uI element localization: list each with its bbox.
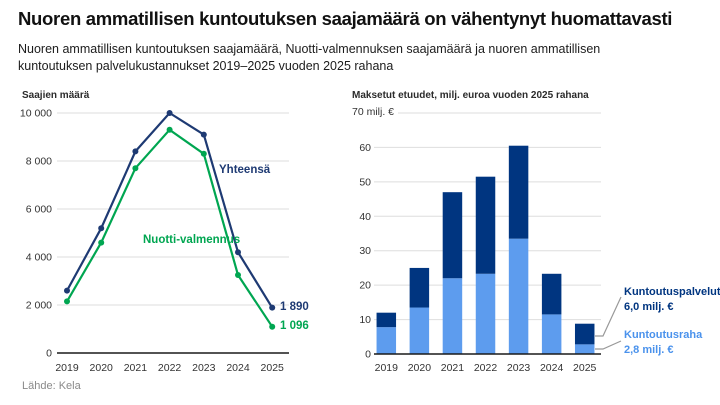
svg-text:2 000: 2 000 (26, 300, 52, 312)
svg-text:2021: 2021 (441, 362, 465, 374)
bar-segment-kuntoutuspalvelut (541, 273, 562, 315)
bar-segment-kuntoutusraha (541, 314, 562, 354)
bar-segment-kuntoutuspalvelut (442, 192, 463, 279)
svg-text:6 000: 6 000 (26, 204, 52, 216)
svg-text:0: 0 (46, 348, 52, 360)
bar-segment-kuntoutuspalvelut (574, 323, 595, 345)
svg-text:2025: 2025 (573, 362, 597, 374)
annotation-kuntoutuspalvelut-value: 6,0 milj. € (624, 301, 674, 313)
bar-segment-kuntoutuspalvelut (409, 267, 430, 308)
line-series-yhteens- (64, 110, 276, 311)
svg-text:2023: 2023 (192, 362, 216, 374)
svg-text:50: 50 (359, 176, 371, 188)
series-label-yhteensa: Yhteensä (219, 164, 271, 176)
data-point (269, 323, 276, 330)
leader-line-kuntoutuspalvelut (595, 296, 622, 337)
svg-text:2023: 2023 (507, 362, 531, 374)
svg-text:60: 60 (359, 142, 371, 154)
data-point (98, 239, 105, 246)
line-chart: 0 2 000 4 000 6 000 8 000 10 000 2019 2020 2021 2… (20, 108, 289, 374)
value-label-yhteensa-2025: 1 890 (280, 301, 309, 313)
left-chart-axis-title: Saajien määrä (22, 90, 90, 101)
bar-segment-kuntoutusraha (574, 344, 595, 354)
data-point (166, 110, 173, 116)
annotation-kuntoutusraha: Kuntoutusraha 2,8 milj. € (624, 328, 702, 358)
right-chart-ymax-label: 70 milj. € (352, 106, 395, 118)
svg-text:10: 10 (359, 314, 371, 326)
stacked-bars (376, 145, 595, 354)
right-chart-axis-title: Maksetut etuudet, milj. euroa vuoden 202… (352, 90, 589, 101)
value-label-nuotti-2025: 1 096 (280, 320, 309, 332)
data-point (269, 304, 276, 311)
bar-segment-kuntoutusraha (376, 327, 397, 354)
svg-text:0: 0 (365, 349, 371, 361)
bar-segment-kuntoutuspalvelut (376, 312, 397, 328)
data-point (64, 287, 70, 294)
line-series-nuotti-valmennus (64, 126, 276, 330)
annotation-kuntoutusraha-value: 2,8 milj. € (624, 344, 674, 356)
svg-text:2019: 2019 (55, 362, 79, 374)
data-point (200, 150, 207, 157)
svg-text:2022: 2022 (474, 362, 498, 374)
bar-chart: 0 10 20 30 40 50 60 2019 2020 2021 2022 2023 2024 202… (359, 112, 622, 374)
page-title: Nuoren ammatillisen kuntoutuksen saajamä… (18, 8, 673, 29)
page-subtitle: Nuoren ammatillisen kuntoutuksen saajamä… (18, 42, 601, 73)
svg-text:2024: 2024 (226, 362, 250, 374)
data-point (235, 272, 241, 278)
bar-segment-kuntoutusraha (442, 278, 463, 354)
annotation-kuntoutuspalvelut: Kuntoutuspalvelut 6,0 milj. € (624, 285, 720, 315)
svg-text:10 000: 10 000 (20, 108, 52, 120)
bar-segment-kuntoutuspalvelut (475, 176, 496, 274)
annotation-kuntoutuspalvelut-label: Kuntoutuspalvelut (624, 286, 720, 298)
svg-text:40: 40 (359, 211, 371, 223)
svg-text:2020: 2020 (408, 362, 432, 374)
bar-segment-kuntoutusraha (475, 273, 496, 354)
svg-text:30: 30 (359, 245, 371, 257)
data-point (200, 131, 207, 138)
data-point (166, 126, 173, 133)
svg-text:2025: 2025 (261, 362, 285, 374)
series-label-nuotti-valmennus: Nuotti-valmennus (143, 234, 241, 246)
svg-text:2024: 2024 (540, 362, 564, 374)
data-point (132, 148, 139, 155)
svg-text:8 000: 8 000 (26, 156, 52, 168)
svg-text:2019: 2019 (375, 362, 399, 374)
data-point (132, 165, 139, 172)
annotation-kuntoutusraha-label: Kuntoutusraha (624, 329, 703, 341)
bar-segment-kuntoutuspalvelut (508, 145, 529, 239)
svg-text:2022: 2022 (158, 362, 182, 374)
svg-text:2021: 2021 (124, 362, 148, 374)
bar-segment-kuntoutusraha (508, 238, 529, 354)
svg-text:20: 20 (359, 280, 371, 292)
data-point (64, 298, 70, 305)
source-note: Lähde: Kela (22, 380, 81, 392)
svg-text:2020: 2020 (90, 362, 114, 374)
svg-text:4 000: 4 000 (26, 252, 52, 264)
data-point (235, 249, 241, 256)
leader-line-kuntoutusraha (595, 340, 622, 350)
bar-segment-kuntoutusraha (409, 307, 430, 354)
data-point (98, 225, 105, 232)
